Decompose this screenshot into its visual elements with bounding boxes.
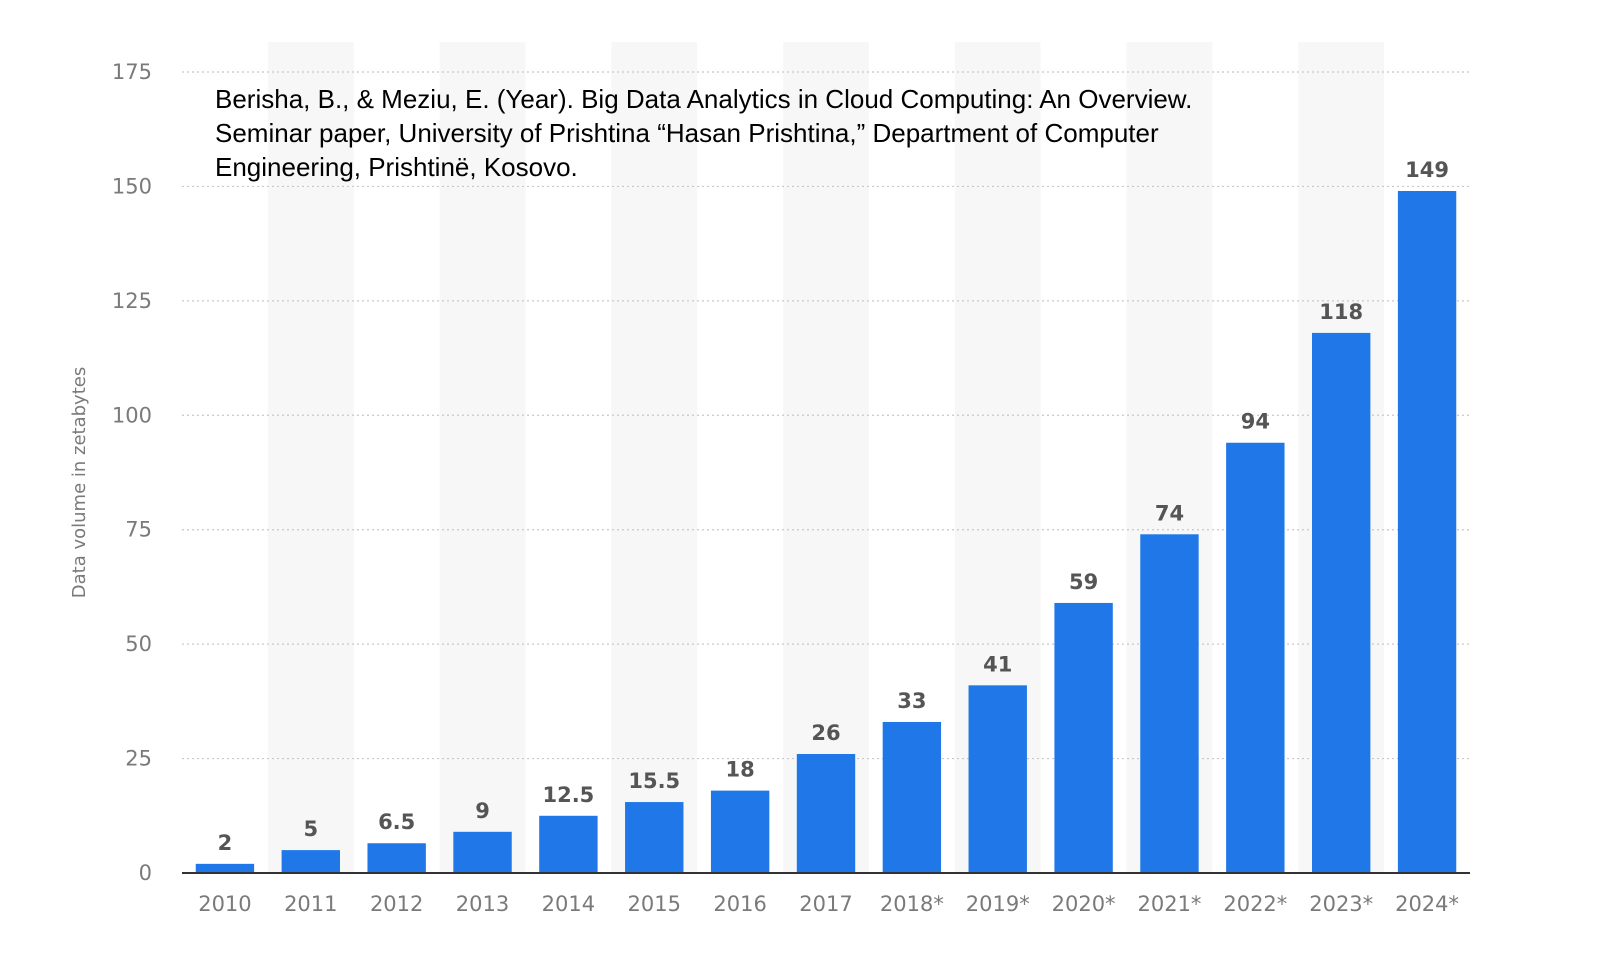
bar: [453, 831, 512, 873]
column-stripe: [267, 42, 354, 873]
bar-data-label: 41: [983, 652, 1012, 676]
y-tick-label: 150: [112, 174, 152, 198]
citation-line: Engineering, Prishtinë, Kosovo.: [215, 152, 578, 182]
x-tick-label: 2018*: [880, 892, 944, 916]
bar: [796, 753, 856, 873]
citation-text: Berisha, B., & Meziu, E. (Year). Big Dat…: [215, 82, 1355, 184]
citation-line: Berisha, B., & Meziu, E. (Year). Big Dat…: [215, 84, 1193, 114]
bar: [1054, 602, 1113, 873]
bar: [195, 863, 255, 873]
bar-data-label: 5: [303, 817, 318, 841]
x-tick-label: 2022*: [1223, 892, 1287, 916]
bar: [367, 843, 426, 873]
bar: [539, 815, 598, 873]
x-tick-label: 2012: [370, 892, 423, 916]
y-tick-label: 50: [125, 632, 152, 656]
x-tick-label: 2016: [713, 892, 766, 916]
x-tick-label: 2023*: [1309, 892, 1373, 916]
bar-data-labels: 2 5 6.5 9 12.5 15.5 18 26 33 41 59 74 94 118 149: [218, 158, 1449, 855]
x-tick-label: 2020*: [1052, 892, 1116, 916]
y-tick-label: 25: [125, 747, 152, 771]
y-axis-tick-labels: 0 25 50 75 100 125 150 175: [112, 60, 152, 885]
bar: [1312, 332, 1371, 873]
bar-data-label: 2: [218, 831, 233, 855]
bar-data-label: 74: [1155, 501, 1184, 525]
column-stripe: [439, 42, 526, 873]
bars: [195, 191, 1457, 873]
y-tick-label: 75: [125, 518, 152, 542]
bar-data-label: 26: [811, 721, 840, 745]
x-axis-tick-labels: 2010 2011 2012 2013 2014 2015 2016 2017 2018* 201…: [198, 892, 1459, 916]
bar: [281, 850, 340, 873]
x-tick-label: 2010: [198, 892, 251, 916]
x-tick-label: 2011: [284, 892, 337, 916]
bar: [625, 802, 684, 873]
x-tick-label: 2014: [542, 892, 595, 916]
bar-data-label: 59: [1069, 570, 1098, 594]
bar-data-label: 94: [1241, 410, 1270, 434]
bar: [1397, 191, 1457, 873]
bar-data-label: 18: [726, 758, 755, 782]
bar: [882, 721, 942, 873]
x-tick-label: 2021*: [1137, 892, 1201, 916]
column-stripe: [611, 42, 698, 873]
x-tick-label: 2015: [628, 892, 681, 916]
bar: [968, 685, 1027, 873]
y-tick-label: 175: [112, 60, 152, 84]
bar-data-label: 118: [1319, 300, 1363, 324]
bar-data-label: 33: [897, 689, 926, 713]
bar-data-label: 15.5: [628, 769, 680, 793]
citation-line: Seminar paper, University of Prishtina “…: [215, 118, 1159, 148]
y-tick-label: 100: [112, 403, 152, 427]
y-tick-label: 0: [139, 861, 152, 885]
bar-data-label: 9: [475, 799, 490, 823]
x-tick-label: 2013: [456, 892, 509, 916]
bar: [710, 790, 770, 873]
column-stripe: [783, 42, 869, 873]
y-tick-label: 125: [112, 289, 152, 313]
x-tick-label: 2024*: [1395, 892, 1459, 916]
bar-data-label: 12.5: [542, 783, 594, 807]
bar-data-label: 6.5: [378, 810, 415, 834]
bar: [1140, 534, 1199, 873]
y-axis-title: Data volume in zetabytes: [69, 367, 90, 598]
bar-data-label: 149: [1405, 158, 1449, 182]
x-tick-label: 2017: [799, 892, 852, 916]
bar: [1226, 442, 1285, 873]
x-tick-label: 2019*: [966, 892, 1030, 916]
